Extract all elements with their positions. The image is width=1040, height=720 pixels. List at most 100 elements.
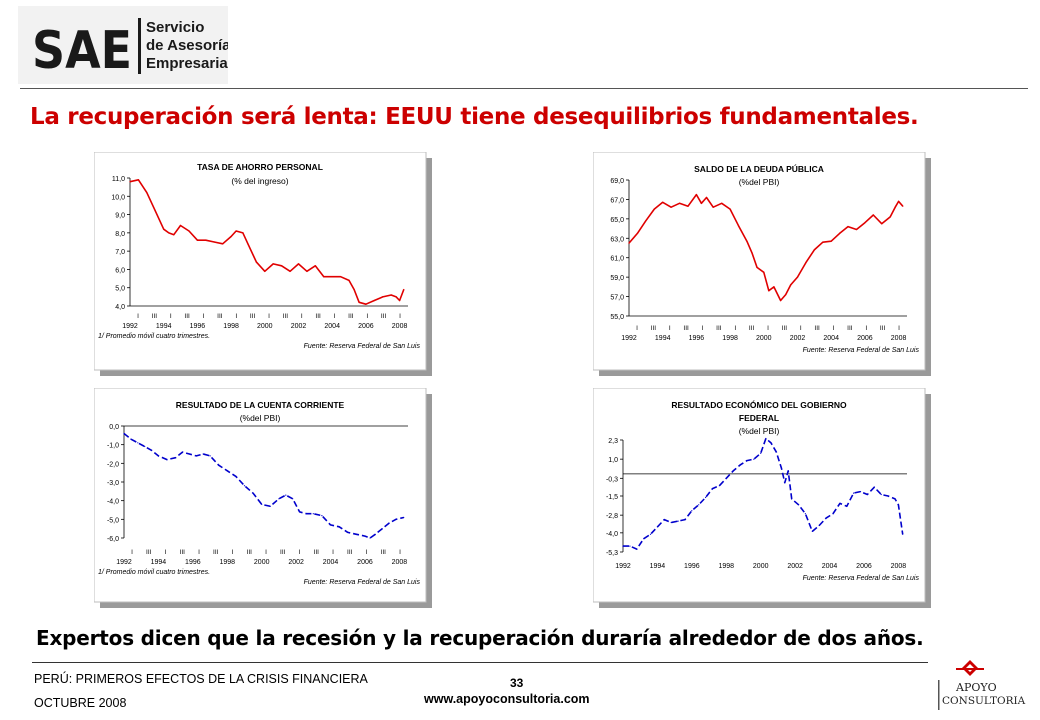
x-tick-label: 2004	[823, 335, 839, 342]
chart-title: RESULTADO ECONÓMICO DEL GOBIERNO	[671, 399, 847, 410]
data-point	[670, 521, 672, 524]
x-tick-label: 1998	[722, 335, 738, 342]
x-tick-label: 2006	[358, 323, 374, 330]
x-tick-label: 2002	[291, 323, 307, 330]
data-point	[196, 239, 198, 241]
data-point	[261, 503, 263, 505]
data-point	[348, 279, 350, 281]
x-tick-label: 2006	[357, 559, 373, 566]
quarter-mark: III	[880, 325, 886, 332]
data-point	[796, 276, 799, 278]
data-point	[643, 538, 645, 540]
data-point	[305, 513, 307, 515]
data-point	[255, 261, 257, 263]
quarter-mark: I	[366, 313, 368, 320]
data-point	[898, 200, 900, 202]
quarter-mark: I	[203, 313, 205, 320]
chart-source: Fuente: Reserva Federal de San Luis	[304, 343, 421, 350]
card-frame	[94, 152, 427, 371]
quarter-mark: III	[716, 325, 722, 332]
data-point	[677, 520, 679, 522]
y-tick-label: -4,0	[606, 531, 618, 538]
data-point	[242, 232, 244, 234]
y-tick-label: 63,0	[610, 236, 624, 243]
quarter-mark: I	[767, 325, 769, 332]
series-line	[129, 179, 405, 305]
y-tick-label: 2,3	[608, 438, 618, 445]
data-point	[358, 301, 360, 303]
data-point	[684, 519, 686, 521]
data-point	[297, 263, 300, 265]
quarter-mark: I	[399, 549, 401, 556]
chart-source: Fuente: Reserva Federal de San Luis	[304, 579, 421, 586]
x-tick-label: 1994	[156, 323, 172, 330]
data-point	[830, 240, 832, 242]
data-point	[374, 533, 376, 535]
data-point	[179, 224, 182, 227]
chart-cuenta-svg: RESULTADO DE LA CUENTA CORRIENTE (%del PB…	[94, 388, 432, 608]
quarter-mark: I	[734, 325, 736, 332]
data-point	[175, 457, 177, 459]
data-point	[784, 482, 786, 484]
slide-headline: La recuperación será lenta: EEUU tiene d…	[30, 104, 919, 130]
data-point	[166, 459, 168, 461]
data-point	[889, 216, 891, 218]
data-point	[872, 214, 874, 216]
quarter-mark: III	[180, 549, 186, 556]
data-point	[775, 451, 777, 453]
data-point	[780, 299, 782, 302]
data-point	[636, 232, 638, 234]
x-tick-label: 2000	[756, 335, 772, 342]
data-point	[364, 535, 366, 537]
quarter-mark: III	[381, 549, 387, 556]
quarter-mark: III	[847, 325, 853, 332]
data-point	[230, 235, 232, 238]
quarter-mark: III	[782, 325, 788, 332]
quarter-mark: III	[651, 325, 657, 332]
footer-website: www.apoyoconsultoria.com	[424, 692, 590, 706]
quarter-mark: I	[833, 325, 835, 332]
quarter-mark: III	[250, 313, 256, 320]
data-point	[205, 239, 207, 241]
data-point	[746, 240, 748, 242]
quarter-mark: III	[315, 313, 321, 320]
chart-resultado-fiscal: RESULTADO ECONÓMICO DEL GOBIERNO FEDERAL (…	[593, 388, 933, 610]
quarter-mark: I	[198, 549, 200, 556]
x-tick-label: 1994	[650, 563, 666, 570]
quarter-mark: I	[332, 549, 334, 556]
y-tick-label: 11,0	[112, 176, 125, 183]
chart-subtitle: FEDERAL	[739, 413, 779, 423]
chart-source: Fuente: Reserva Federal de San Luis	[803, 347, 920, 354]
sae-logo: SAE Servicio de Asesoría Empresarial	[18, 6, 228, 84]
data-point	[188, 230, 190, 232]
x-tick-label: 1998	[219, 559, 235, 566]
data-point	[770, 442, 772, 444]
quarter-mark: III	[184, 313, 190, 320]
data-point	[839, 502, 841, 504]
footer-title: PERÚ: PRIMEROS EFECTOS DE LA CRISIS FINA…	[34, 672, 368, 686]
apoyo-logo: APOYO CONSULTORIA	[938, 660, 1026, 710]
x-tick-label: 1992	[116, 559, 132, 566]
data-point	[622, 545, 624, 547]
data-point	[804, 513, 806, 515]
data-point	[813, 249, 815, 251]
x-tick-label: 2008	[891, 335, 907, 342]
x-tick-label: 2002	[787, 563, 803, 570]
y-tick-label: 59,0	[610, 275, 624, 282]
data-point	[209, 455, 211, 457]
data-point	[629, 545, 631, 547]
x-tick-label: 1996	[684, 563, 700, 570]
data-point	[729, 208, 731, 210]
data-point	[157, 455, 159, 457]
chart-title: SALDO DE LA DEUDA PÚBLICA	[694, 163, 824, 174]
sae-logo-line3: Empresarial	[146, 55, 228, 72]
data-point	[226, 470, 228, 472]
apoyo-logo-line1: APOYO	[955, 681, 997, 694]
quarter-mark: III	[381, 313, 387, 320]
data-point	[670, 206, 672, 208]
y-tick-label: -5,3	[606, 550, 618, 557]
data-point	[269, 505, 271, 507]
chart-subtitle: (%del PBI)	[240, 413, 281, 423]
data-point	[252, 492, 254, 494]
data-point	[698, 504, 700, 506]
